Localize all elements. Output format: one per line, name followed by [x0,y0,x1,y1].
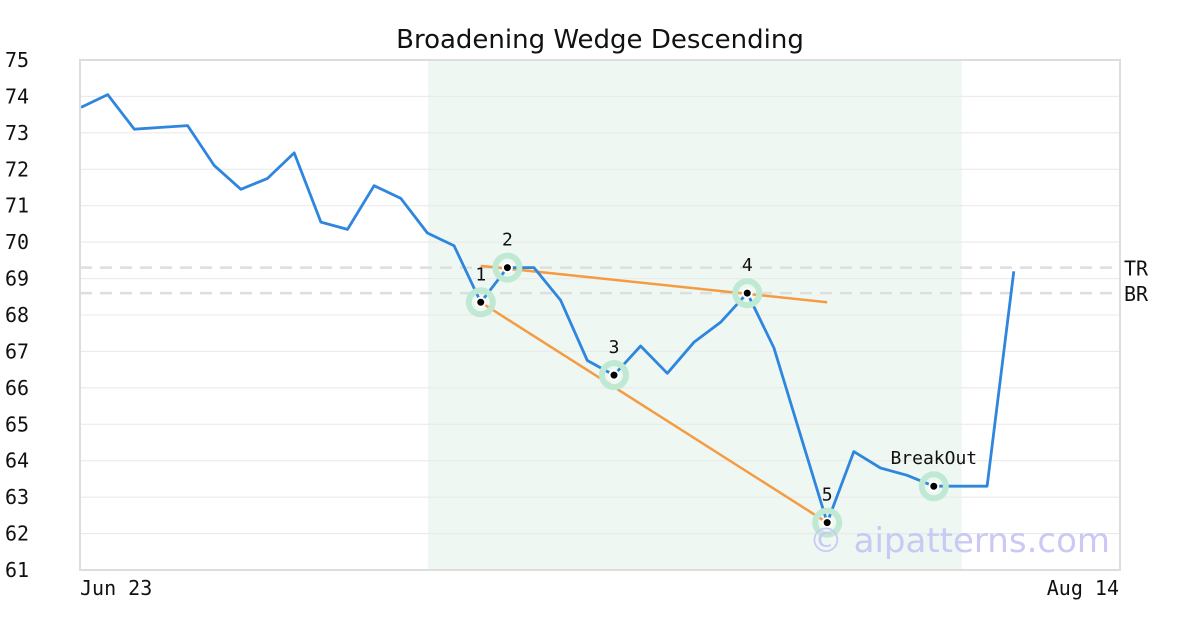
y-tick-label: 63 [5,485,29,509]
y-tick-label: 75 [5,48,29,72]
point-label: 1 [475,264,486,285]
point-dot [928,480,940,492]
point-halo [599,360,629,391]
point-label: 2 [502,230,513,251]
y-axis-ticks: 75 74 73 72 71 70 69 68 67 66 65 64 63 62 61 [5,48,29,582]
trendline [480,301,828,524]
x-tick-label: Jun 23 [80,576,152,600]
y-tick-label: 61 [5,558,29,582]
y-tick-label: 74 [5,84,29,108]
y-tick-label: 68 [5,303,29,327]
x-tick-label: Aug 14 [1047,576,1119,600]
point-dot [741,287,753,299]
point-label: 4 [742,255,753,276]
point-dot [475,296,487,308]
y-tick-label: 70 [5,230,29,254]
y-tick-label: 65 [5,412,29,436]
point-label: 5 [822,485,833,506]
point-halo [465,287,496,318]
point-label: BreakOut [890,448,977,469]
y-tick-label: 72 [5,157,29,181]
y-tick-label: 64 [5,449,29,473]
series-line [80,93,1016,524]
point-halo [732,278,763,309]
y-tick-label: 62 [5,522,29,546]
y-tick-label: 66 [5,376,29,400]
watermark: © aipatterns.com [809,521,1110,561]
point-dot [608,369,620,381]
chart-title: Broadening Wedge Descending [396,25,804,55]
point-label: 3 [609,337,620,358]
price-series [80,93,1016,524]
point-halo [812,507,843,538]
y-tick-label: 67 [5,339,29,363]
point-dot [821,517,833,529]
plot-frame [79,59,1121,571]
y-tick-label: 73 [5,121,29,145]
point-halo [918,471,949,502]
point-dot [501,262,513,274]
level-label: BR [1124,282,1149,306]
y-tick-label: 69 [5,267,29,291]
x-axis-ticks: Jun 23 Aug 14 [80,576,1119,600]
level-label: TR [1124,257,1149,281]
point-halo [492,252,523,283]
pattern-points: 12 3 4 5 BreakOut [465,230,977,538]
y-tick-label: 71 [5,194,29,218]
